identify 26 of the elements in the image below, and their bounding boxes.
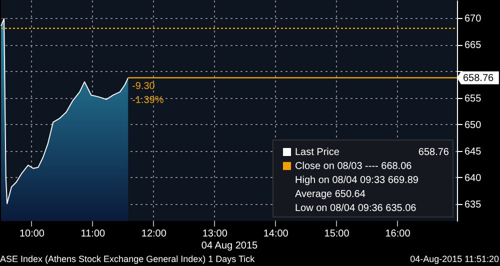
- annotation: 658.76: [418, 147, 450, 158]
- annotation: Low on 08/04 09:36 635.06: [295, 203, 417, 214]
- text: 04-Aug-2015 11:51:20: [410, 254, 499, 264]
- y-tick-label: 635: [464, 200, 482, 210]
- text: ASE Index (Athens Stock Exchange General Index) 1 Days Tick: [0, 254, 256, 264]
- ref-line-label: 658.76: [463, 72, 494, 84]
- x-tick-label: 11:00: [80, 228, 106, 240]
- legend-label: Last Price: [295, 147, 340, 158]
- y-tick-label: 650: [464, 120, 482, 131]
- y-tick-label: 670: [464, 14, 482, 25]
- annotation: High on 08/04 09:33 669.89: [295, 175, 419, 186]
- annotation: -9.30: [132, 81, 156, 92]
- x-tick-label: 10:00: [19, 228, 45, 240]
- x-tick-label: 16:00: [385, 228, 411, 240]
- y-tick-label: 665: [464, 40, 482, 52]
- x-tick-label: 13:00: [202, 228, 228, 240]
- x-tick-label: 12:00: [141, 228, 167, 240]
- legend-label: Close on 08/03 ---- 668.06: [295, 161, 412, 172]
- x-tick-label: 15:00: [324, 228, 350, 240]
- annotation: -1.39%: [132, 94, 164, 106]
- annotation: Average 650.64: [295, 189, 366, 200]
- y-tick-label: 655: [464, 93, 482, 104]
- y-tick-label: 640: [464, 172, 482, 184]
- x-tick-label: 14:00: [263, 228, 289, 240]
- x-axis-title: 04 Aug 2015: [201, 240, 258, 252]
- y-tick-label: 645: [464, 146, 482, 158]
